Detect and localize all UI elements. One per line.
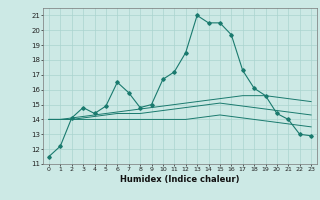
X-axis label: Humidex (Indice chaleur): Humidex (Indice chaleur) xyxy=(120,175,240,184)
